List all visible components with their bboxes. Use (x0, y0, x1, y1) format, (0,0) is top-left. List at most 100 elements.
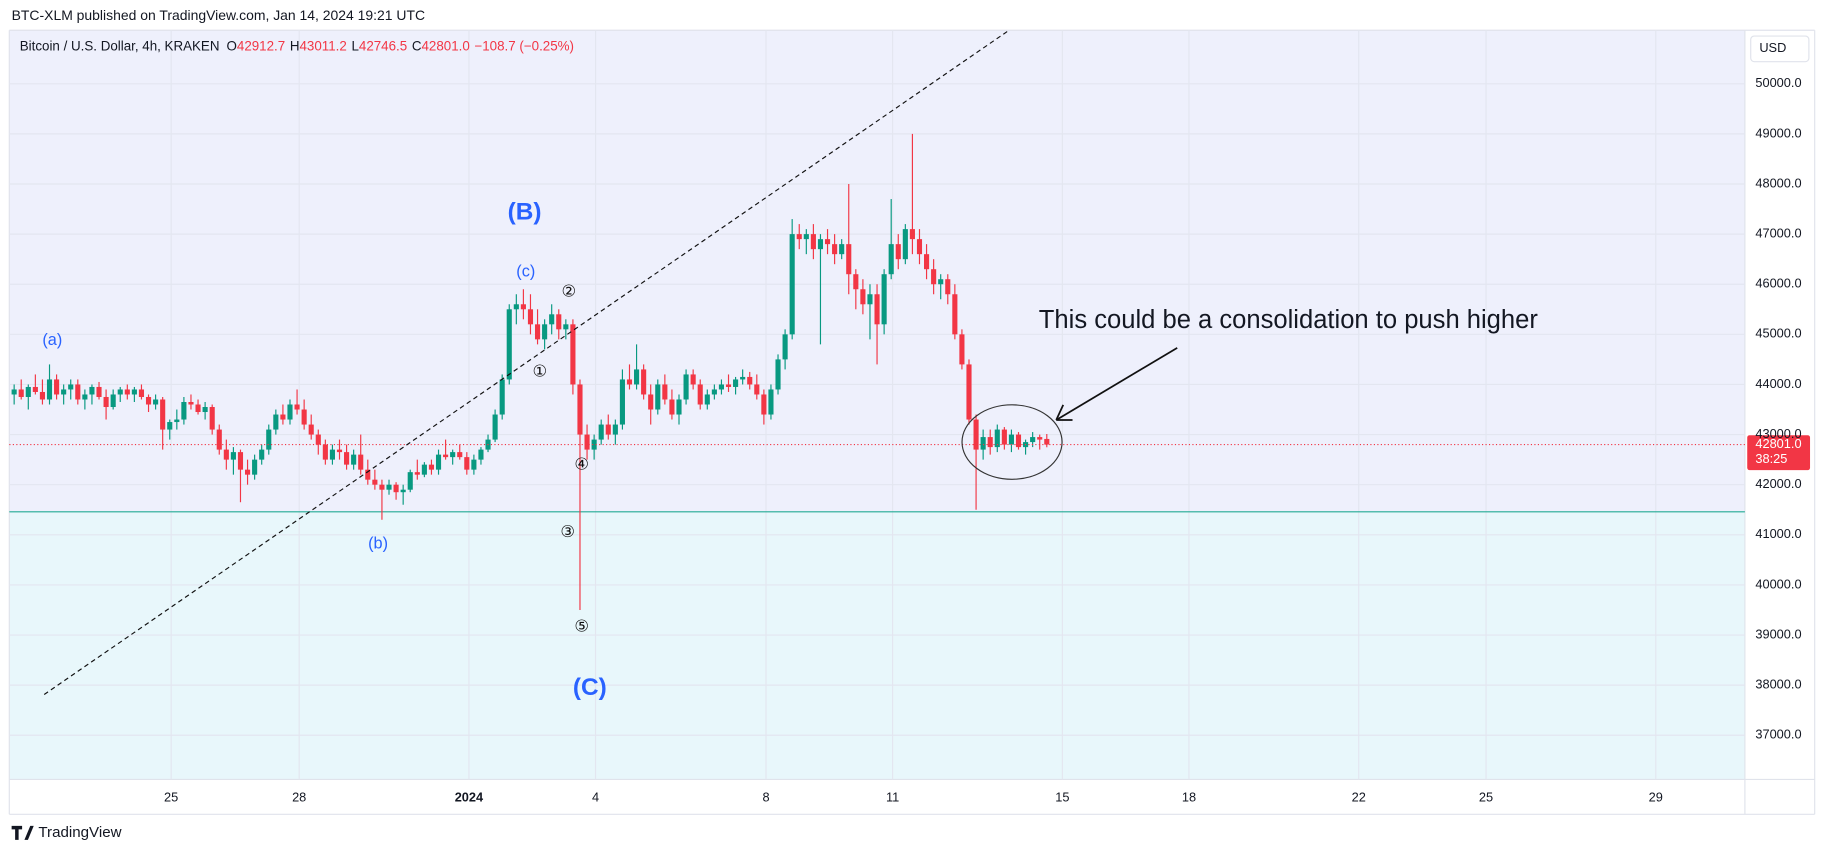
candle-body (18, 389, 24, 397)
y-tick-label: 38000.0 (1755, 677, 1801, 692)
candle-body (273, 414, 279, 430)
annotation-text: This could be a consolidation to push hi… (1039, 306, 1539, 334)
ohlc-value: 42746.5 (359, 38, 407, 53)
candle-body (725, 384, 732, 387)
wave-number: ① (532, 363, 547, 381)
candle-body (103, 396, 109, 408)
zone-background (9, 511, 1745, 780)
candle-body (117, 389, 123, 395)
candle-body (895, 244, 901, 260)
symbol-header: Bitcoin / U.S. Dollar, 4h, KRAKEN O42912.… (20, 38, 574, 53)
arrow (1055, 347, 1178, 421)
candle-body (676, 399, 682, 415)
candle-body (393, 484, 399, 493)
candle-body (655, 384, 661, 410)
candle-body (414, 472, 420, 475)
candle-body (966, 364, 972, 420)
candle-body (690, 374, 696, 385)
x-tick-label: 11 (886, 789, 899, 804)
candle-body (577, 384, 583, 435)
wave-label: (b) (368, 535, 388, 553)
ohlc-value: 42912.7 (237, 38, 285, 53)
x-tick-label: 15 (1055, 789, 1069, 804)
y-tick-label: 39000.0 (1755, 626, 1801, 641)
candle-body (89, 386, 95, 395)
candle-body (520, 304, 526, 310)
candle-body (25, 386, 31, 397)
candle-body (973, 419, 979, 450)
candle-body (344, 452, 350, 465)
candle-body (697, 384, 703, 405)
candle-body (810, 234, 816, 250)
candle-body (336, 449, 343, 453)
candle-body (1037, 437, 1043, 440)
candle-body (478, 449, 484, 460)
countdown: 38:25 (1755, 451, 1787, 466)
candle-body (351, 454, 357, 465)
candle-body (492, 414, 498, 440)
candle-body (365, 469, 371, 480)
candle-body (634, 369, 640, 385)
candle-body (315, 434, 321, 445)
last-price-label: 42801.0 (1755, 436, 1801, 451)
candle-body (39, 391, 45, 400)
candle-body (209, 407, 215, 430)
candle-body (570, 324, 576, 385)
y-tick-label: 37000.0 (1755, 727, 1801, 742)
currency: USD (1759, 40, 1786, 55)
candle-body (75, 384, 81, 400)
candle-body (888, 244, 894, 275)
candle-body (846, 244, 852, 275)
candle-body (945, 279, 951, 295)
candle-body (386, 484, 392, 490)
candle-body (1015, 434, 1022, 448)
candle-body (718, 384, 725, 390)
ohlc-key: H (290, 38, 300, 53)
candle-body (683, 374, 689, 400)
x-tick-label: 25 (164, 789, 178, 804)
x-tick-label: 25 (1479, 789, 1493, 804)
candle-body (733, 379, 739, 387)
candle-body (358, 454, 364, 470)
candle-body (598, 424, 604, 440)
x-tick-label: 29 (1649, 789, 1663, 804)
candle-body (443, 454, 449, 458)
candle-body (584, 434, 590, 450)
candle-body (11, 389, 17, 395)
candle-body (499, 379, 505, 415)
wave-number: ④ (574, 456, 589, 474)
candle-body (754, 384, 760, 395)
candle-body (1008, 434, 1014, 445)
candle-body (400, 489, 406, 493)
candle-body (789, 234, 795, 335)
candle-body (421, 464, 427, 475)
candle-body (556, 314, 562, 330)
candle-body (542, 324, 548, 340)
candle-body (881, 274, 887, 325)
wave-label: (a) (42, 331, 62, 349)
candle-body (1001, 429, 1007, 445)
candle-body (959, 334, 965, 365)
y-tick-label: 46000.0 (1755, 276, 1801, 291)
candle-body (916, 239, 923, 255)
candle-body (428, 464, 435, 470)
candle-body (252, 459, 258, 475)
ohlc-key: C (412, 38, 422, 53)
candle-body (1030, 437, 1036, 443)
candle-body (796, 234, 802, 240)
candle-body (301, 409, 307, 425)
candle-body (626, 379, 633, 385)
candle-body (322, 444, 328, 460)
x-tick-label: 2024 (455, 789, 484, 804)
candle-body (280, 414, 286, 420)
candle-body (216, 429, 222, 450)
candle-body (534, 324, 541, 340)
candle-body (450, 452, 456, 458)
candle-body (471, 459, 477, 470)
ohlc-value: 42801.0 (422, 38, 470, 53)
published: BTC-XLM published on TradingView.com, Ja… (12, 7, 425, 23)
candle-body (527, 309, 534, 325)
candle-body (145, 396, 152, 405)
candle-body (591, 439, 597, 450)
candle-body (874, 294, 880, 325)
